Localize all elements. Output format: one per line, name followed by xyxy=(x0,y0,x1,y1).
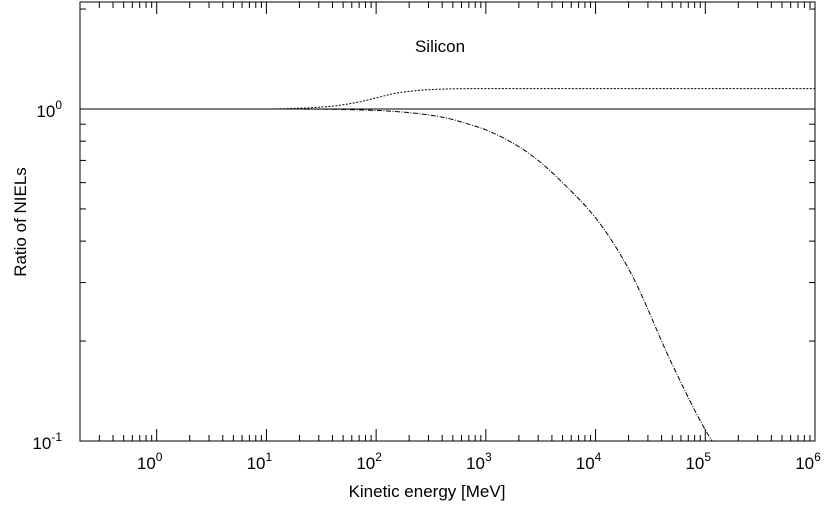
x-tick-label: 104 xyxy=(576,450,602,473)
y-axis-label: Ratio of NIELs xyxy=(11,167,30,277)
series-lines xyxy=(80,88,815,441)
series-line-3 xyxy=(80,108,713,441)
series-line-2 xyxy=(80,88,815,110)
plot-frame xyxy=(79,1,816,442)
x-tick-label: 105 xyxy=(685,450,711,473)
chart-annotation: Silicon xyxy=(415,37,465,56)
x-tick-label: 103 xyxy=(466,450,492,473)
tick-marks xyxy=(79,2,816,442)
x-tick-label: 102 xyxy=(356,450,382,473)
y-tick-label: 10-1 xyxy=(32,430,62,453)
x-tick-label: 106 xyxy=(795,450,821,473)
y-tick-labels: 100 10-1 xyxy=(32,98,62,453)
x-axis-label: Kinetic energy [MeV] xyxy=(349,482,506,501)
x-tick-labels: 100 101 102 103 104 105 106 xyxy=(137,450,821,473)
x-tick-label: 100 xyxy=(137,450,163,473)
x-tick-label: 101 xyxy=(247,450,273,473)
y-tick-label: 100 xyxy=(36,98,62,121)
